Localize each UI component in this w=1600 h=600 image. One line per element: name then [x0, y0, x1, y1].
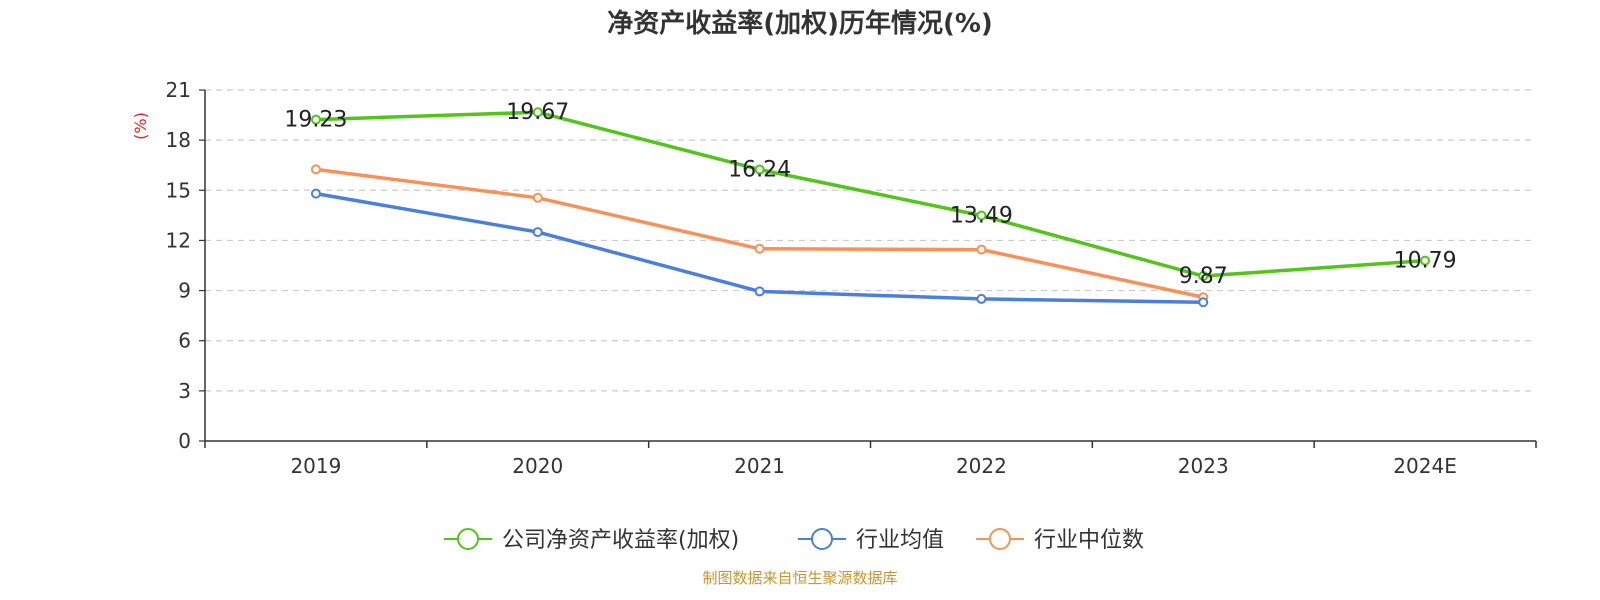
legend-marker [457, 528, 479, 550]
data-point-s1-2021[interactable] [754, 286, 765, 297]
y-tick-label-6: 6 [178, 329, 191, 353]
legend-item-2[interactable]: 行业中位数 [976, 528, 1144, 553]
axes: 0 3 6 9 12 15 18 21 2019 2020 2021 2022 2023 2024E [166, 78, 1537, 478]
legend-marker [811, 528, 833, 550]
y-tick-label-15: 15 [166, 178, 191, 202]
grid-layer [205, 89, 1536, 392]
data-label-2020: 19.67 [506, 100, 569, 125]
data-labels: 19.23 19.67 16.24 13.49 9.87 10.79 [284, 100, 1456, 289]
x-tick-label-2024E: 2024E [1393, 454, 1457, 478]
data-point-s0-2023[interactable] [1198, 271, 1209, 282]
data-point-s2-2021[interactable] [754, 243, 765, 254]
legend-marker [989, 528, 1011, 550]
data-label-2019: 19.23 [284, 108, 347, 133]
legend-item-0[interactable]: 公司净资产收益率(加权) [444, 528, 739, 553]
y-tick-label-21: 21 [166, 78, 191, 102]
data-point-s0-2021[interactable] [754, 164, 765, 175]
data-point-s2-2020[interactable] [532, 192, 543, 203]
x-tick-label-2020: 2020 [512, 454, 563, 478]
data-point-s1-2020[interactable] [532, 227, 543, 238]
data-point-s1-2022[interactable] [976, 293, 987, 304]
data-point-s2-2019[interactable] [310, 164, 321, 175]
x-tick-label-2021: 2021 [734, 454, 785, 478]
data-label-2021: 16.24 [728, 158, 791, 183]
data-point-s0-2020[interactable] [532, 107, 543, 118]
y-tick-label-18: 18 [166, 128, 191, 152]
data-label-2023: 9.87 [1179, 264, 1228, 289]
x-tick-label-2022: 2022 [956, 454, 1007, 478]
data-point-s0-2024E[interactable] [1420, 255, 1431, 266]
legend-label: 行业中位数 [1034, 528, 1144, 553]
data-point-s1-2019[interactable] [310, 188, 321, 199]
y-tick-label-3: 3 [178, 379, 191, 403]
legend[interactable]: 公司净资产收益率(加权) 行业均值 行业中位数 [444, 528, 1144, 553]
data-point-s0-2022[interactable] [976, 210, 987, 221]
y-tick-label-9: 9 [178, 279, 191, 303]
legend-label: 公司净资产收益率(加权) [502, 528, 739, 553]
data-label-2024E: 10.79 [1394, 249, 1457, 274]
data-point-s0-2019[interactable] [310, 114, 321, 125]
series-line-0 [315, 110, 1426, 278]
legend-label: 行业均值 [856, 528, 944, 553]
y-tick-label-0: 0 [178, 429, 191, 453]
y-tick-label-12: 12 [166, 228, 191, 252]
y-axis-label: (%) [131, 112, 150, 140]
series-line-2 [315, 167, 1204, 299]
chart-title: 净资产收益率(加权)历年情况(%) [607, 8, 993, 39]
series-layer [310, 107, 1431, 308]
data-label-2022: 13.49 [950, 204, 1013, 229]
legend-item-1[interactable]: 行业均值 [798, 528, 944, 553]
data-point-s1-2023[interactable] [1198, 297, 1209, 308]
source-footer: 制图数据来自恒生聚源数据库 [702, 569, 898, 587]
data-point-s2-2022[interactable] [976, 244, 987, 255]
x-tick-label-2019: 2019 [290, 454, 341, 478]
x-tick-label-2023: 2023 [1178, 454, 1229, 478]
